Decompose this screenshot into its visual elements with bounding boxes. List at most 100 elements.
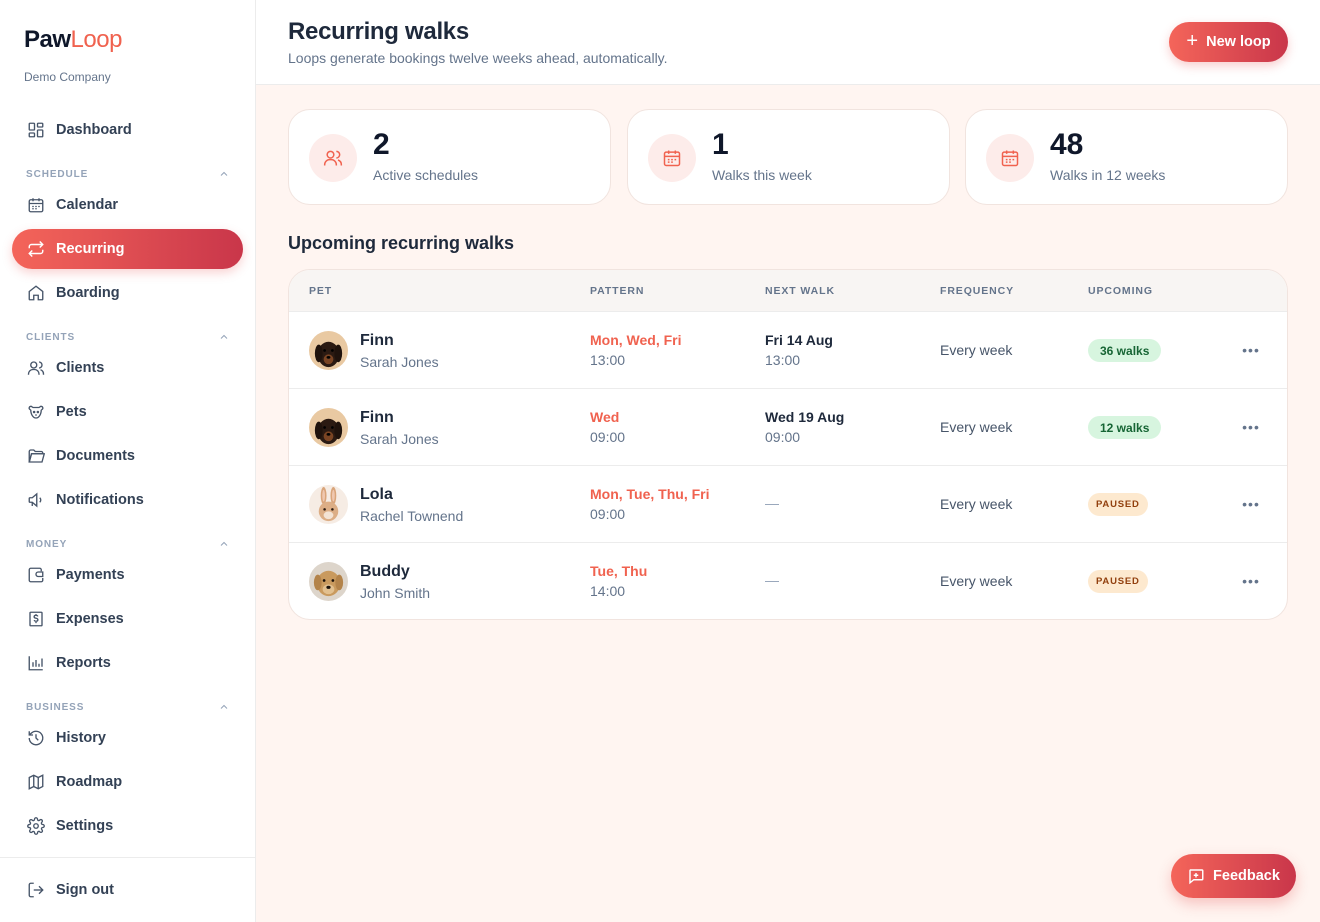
calendar-icon (986, 134, 1034, 182)
sidebar-item-pets[interactable]: Pets (12, 392, 243, 432)
pet-name[interactable]: Buddy (360, 563, 410, 580)
page-title: Recurring walks (288, 18, 469, 45)
receipt-icon (26, 610, 45, 629)
map-icon (26, 773, 45, 792)
next-walk-date: Wed 19 Aug (765, 409, 845, 425)
new-loop-button[interactable]: + New loop (1169, 22, 1288, 62)
column-header-pattern: PATTERN (590, 285, 645, 297)
users-icon (309, 134, 357, 182)
sidebar-item-documents[interactable]: Documents (12, 436, 243, 476)
wallet-icon (26, 566, 45, 585)
section-title: MONEY (26, 538, 68, 550)
sidebar-item-label: History (56, 730, 106, 746)
table-row[interactable]: Finn Sarah Jones Wed 09:00 Wed 19 Aug 09… (289, 389, 1287, 466)
more-options-icon[interactable]: ••• (1242, 419, 1260, 435)
next-walk-time: 09:00 (765, 429, 801, 445)
repeat-icon (26, 240, 45, 259)
sidebar-item-reports[interactable]: Reports (12, 643, 243, 683)
chevron-up-icon (220, 334, 228, 339)
feedback-icon (1189, 869, 1204, 885)
recurring-walks-table: PET PATTERN NEXT WALK FREQUENCY UPCOMING… (288, 269, 1288, 620)
gear-icon (26, 817, 45, 836)
megaphone-icon (26, 491, 45, 510)
sidebar-item-label: Calendar (56, 197, 119, 213)
sidebar-item-boarding[interactable]: Boarding (12, 273, 243, 313)
table-heading: Upcoming recurring walks (288, 233, 515, 253)
frequency: Every week (940, 342, 1013, 358)
sidebar-item-label: Documents (56, 448, 135, 464)
pattern-days: Mon, Tue, Thu, Fri (590, 486, 710, 502)
pet-name[interactable]: Finn (360, 332, 394, 349)
pattern-time: 09:00 (590, 506, 626, 522)
next-walk-date: — (765, 572, 779, 588)
column-header-next-walk: NEXT WALK (765, 285, 835, 297)
more-options-icon[interactable]: ••• (1242, 342, 1260, 358)
chevron-up-icon (220, 704, 228, 709)
sidebar-item-payments[interactable]: Payments (12, 555, 243, 595)
sidebar-item-label: Recurring (56, 241, 125, 257)
table-row[interactable]: Finn Sarah Jones Mon, Wed, Fri 13:00 Fri… (289, 312, 1287, 389)
sidebar-item-history[interactable]: History (12, 718, 243, 758)
sidebar-item-label: Expenses (56, 611, 124, 627)
sidebar-item-recurring[interactable]: Recurring (12, 229, 243, 269)
pattern-days: Wed (590, 409, 620, 425)
stat-card-walks-12-weeks: 48 Walks in 12 weeks (965, 109, 1288, 205)
new-loop-label: New loop (1206, 34, 1271, 50)
pattern-time: 13:00 (590, 352, 626, 368)
owner-name: Sarah Jones (360, 431, 439, 447)
section-clients[interactable]: CLIENTS (26, 331, 230, 343)
sidebar-item-notifications[interactable]: Notifications (12, 480, 243, 520)
pattern-time: 09:00 (590, 429, 626, 445)
owner-name: Rachel Townend (360, 508, 464, 524)
pet-name[interactable]: Lola (360, 486, 393, 503)
page-header: Recurring walks Loops generate bookings … (256, 0, 1320, 85)
column-header-pet: PET (309, 285, 333, 297)
section-title: BUSINESS (26, 701, 85, 713)
more-options-icon[interactable]: ••• (1242, 573, 1260, 589)
sidebar-item-label: Notifications (56, 492, 144, 508)
frequency: Every week (940, 496, 1013, 512)
feedback-button[interactable]: Feedback (1171, 854, 1296, 898)
stat-label: Walks this week (712, 167, 812, 183)
pet-avatar (309, 408, 348, 447)
section-title: CLIENTS (26, 331, 76, 343)
table-row[interactable]: Lola Rachel Townend Mon, Tue, Thu, Fri 0… (289, 466, 1287, 543)
table-header: PET PATTERN NEXT WALK FREQUENCY UPCOMING (289, 270, 1287, 312)
section-schedule[interactable]: SCHEDULE (26, 168, 230, 180)
owner-name: Sarah Jones (360, 354, 439, 370)
sidebar-item-clients[interactable]: Clients (12, 348, 243, 388)
calendar-icon (648, 134, 696, 182)
section-business[interactable]: BUSINESS (26, 701, 230, 713)
sidebar-item-dashboard[interactable]: Dashboard (12, 110, 243, 150)
bar-chart-icon (26, 654, 45, 673)
section-money[interactable]: MONEY (26, 538, 230, 550)
folder-icon (26, 447, 45, 466)
stat-label: Walks in 12 weeks (1050, 167, 1166, 183)
pet-avatar (309, 331, 348, 370)
pet-name[interactable]: Finn (360, 409, 394, 426)
table-row[interactable]: Buddy John Smith Tue, Thu 14:00 — Every … (289, 543, 1287, 619)
column-header-frequency: FREQUENCY (940, 285, 1015, 297)
sidebar-item-label: Sign out (56, 882, 114, 898)
frequency: Every week (940, 419, 1013, 435)
owner-name: John Smith (360, 585, 431, 601)
sidebar-item-label: Clients (56, 360, 105, 376)
brand-logo[interactable]: Paw Loop (24, 24, 122, 54)
stat-value: 2 (373, 128, 390, 161)
next-walk-date: Fri 14 Aug (765, 332, 833, 348)
sidebar-item-roadmap[interactable]: Roadmap (12, 762, 243, 802)
sidebar-item-expenses[interactable]: Expenses (12, 599, 243, 639)
more-options-icon[interactable]: ••• (1242, 496, 1260, 512)
sidebar-item-label: Boarding (56, 285, 120, 301)
sidebar-item-label: Payments (56, 567, 125, 583)
home-icon (26, 284, 45, 303)
pet-avatar (309, 562, 348, 601)
sign-out-button[interactable]: Sign out (12, 870, 243, 910)
sidebar-item-calendar[interactable]: Calendar (12, 185, 243, 225)
status-badge: PAUSED (1088, 493, 1148, 516)
column-header-upcoming: UPCOMING (1088, 285, 1153, 297)
pattern-days: Mon, Wed, Fri (590, 332, 682, 348)
sidebar-item-settings[interactable]: Settings (12, 806, 243, 846)
stat-card-active-schedules: 2 Active schedules (288, 109, 611, 205)
sidebar: Paw Loop Demo Company Dashboard SCHEDULE … (0, 0, 256, 922)
